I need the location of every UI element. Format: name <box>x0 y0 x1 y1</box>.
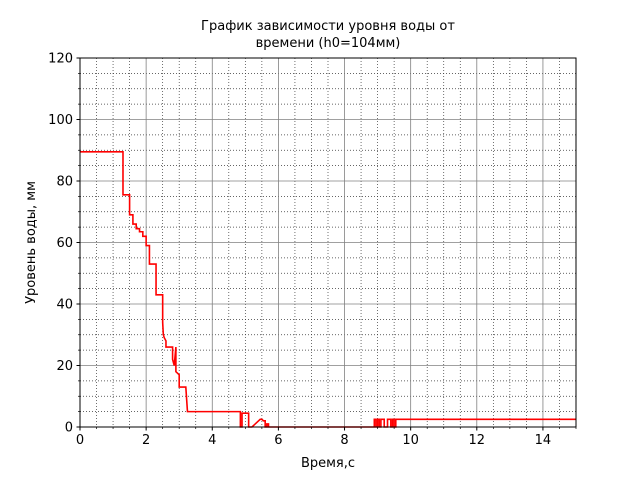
x-tick-label: 0 <box>76 433 84 448</box>
grid <box>79 57 577 428</box>
x-tick-label: 6 <box>274 433 282 448</box>
y-tick-label: 20 <box>56 359 73 374</box>
x-tick-label: 8 <box>340 433 348 448</box>
x-tick-label: 12 <box>469 433 486 448</box>
y-tick-label: 40 <box>56 298 73 313</box>
x-tick-label: 2 <box>142 433 150 448</box>
x-tick-label: 10 <box>402 433 419 448</box>
chart-title-line-1: График зависимости уровня воды от <box>201 19 455 34</box>
x-tick-label: 14 <box>535 433 552 448</box>
x-tick-label: 4 <box>208 433 216 448</box>
chart-title-line-2: времени (h0=104мм) <box>255 36 401 51</box>
x-axis-label: Время,с <box>301 456 355 471</box>
y-tick-label: 120 <box>48 52 73 67</box>
y-tick-label: 80 <box>56 175 73 190</box>
y-axis-label: Уровень воды, мм <box>24 181 39 304</box>
y-tick-label: 60 <box>56 236 73 251</box>
y-tick-label: 0 <box>65 421 73 436</box>
y-tick-label: 100 <box>48 113 73 128</box>
axis-ticks: 0 2 4 6 8 10 12 14 0 20 40 60 80 100 120 <box>48 52 577 448</box>
